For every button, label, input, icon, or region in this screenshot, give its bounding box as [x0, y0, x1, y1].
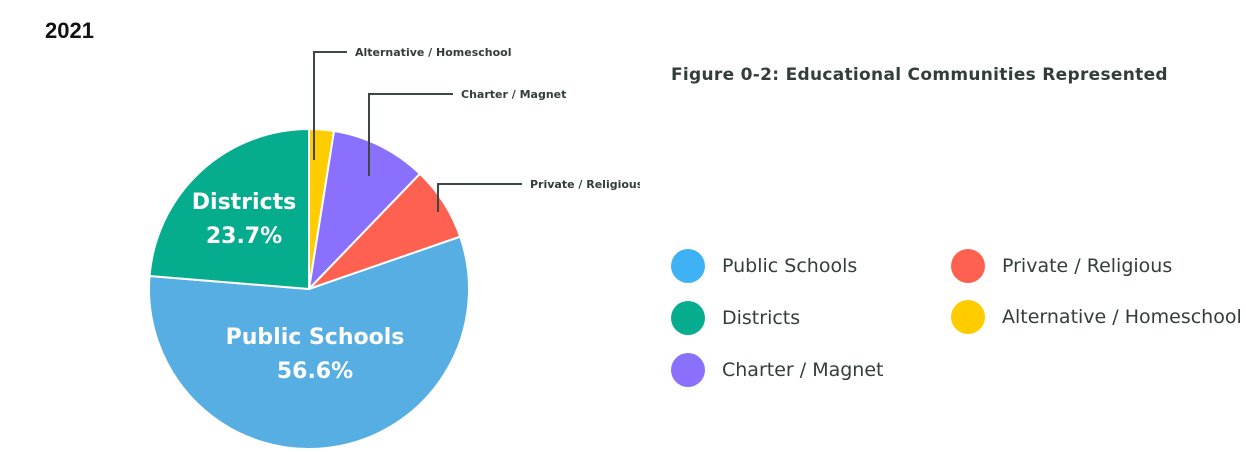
legend-swatch-alternative-homeschool — [951, 300, 985, 334]
slice-label-public-schools: Public Schools — [226, 325, 405, 350]
callout-line-charter-magnet — [368, 93, 453, 176]
legend-item-alternative-homeschool: Alternative / Homeschool — [951, 300, 1242, 334]
year-label: 2021 — [45, 18, 94, 43]
pie-slice-charter-magnet — [307, 129, 422, 292]
pie-slices — [148, 127, 470, 450]
legend-item-charter-magnet: Charter / Magnet — [671, 353, 883, 387]
callout-label-charter-magnet: Charter / Magnet — [461, 88, 566, 101]
figure-title: Figure 0-2: Educational Communities Repr… — [671, 65, 1168, 85]
callout-label-private-religious: Private / Religious — [530, 178, 640, 191]
legend-label-private-religious: Private / Religious — [1002, 255, 1173, 277]
callout-line-private-religious — [437, 183, 522, 212]
pie-callouts: Alternative / Homeschool Charter / Magnet… — [313, 46, 640, 212]
legend-label-charter-magnet: Charter / Magnet — [722, 359, 884, 381]
legend-item-districts: Districts — [671, 301, 800, 335]
slice-value-districts: 23.7% — [206, 224, 282, 249]
pie-slice-districts — [148, 127, 310, 291]
legend-swatch-private-religious — [951, 249, 985, 283]
slice-label-districts: Districts — [192, 190, 296, 215]
callout-line-alternative-homeschool — [313, 51, 347, 160]
legend-item-private-religious: Private / Religious — [951, 249, 1172, 283]
pie-slice-public-schools — [148, 235, 470, 450]
legend-item-public-schools: Public Schools — [671, 249, 857, 283]
legend-swatch-public-schools — [671, 249, 705, 283]
callout-label-alternative-homeschool: Alternative / Homeschool — [355, 46, 512, 59]
pie-chart: Alternative / Homeschool Charter / Magnet… — [148, 46, 640, 450]
legend-swatch-charter-magnet — [671, 353, 705, 387]
pie-inside-labels: Public Schools 56.6% Districts 23.7% — [192, 190, 405, 384]
legend-label-public-schools: Public Schools — [722, 255, 858, 277]
legend-label-districts: Districts — [722, 307, 801, 329]
slice-value-public-schools: 56.6% — [277, 359, 353, 384]
legend-swatch-districts — [671, 301, 705, 335]
legend-label-alternative-homeschool: Alternative / Homeschool — [1002, 306, 1242, 328]
